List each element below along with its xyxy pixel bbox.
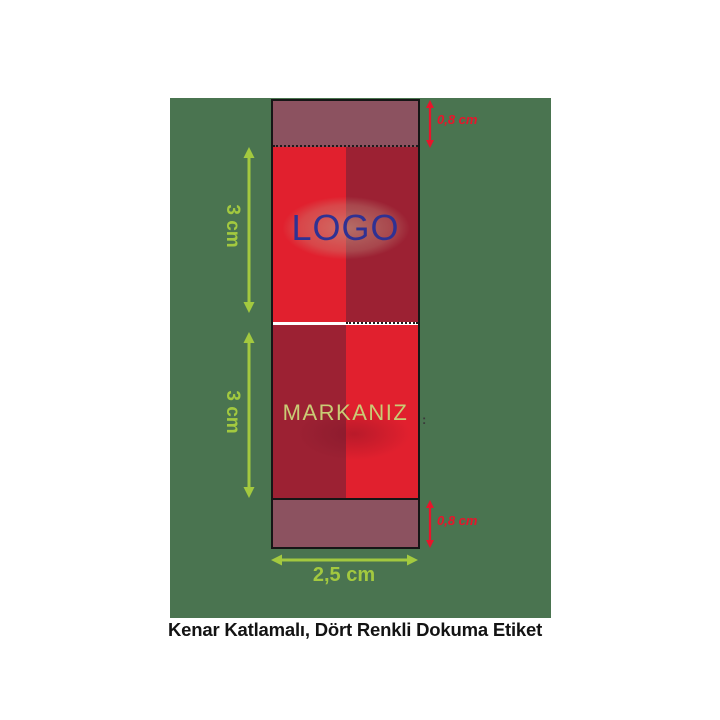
fold-stitch-line-top xyxy=(273,145,418,147)
stitch-mark: : xyxy=(422,412,427,427)
dim-label-top-section: 3 cm xyxy=(222,204,243,248)
label-back-face: MARKANIZ xyxy=(273,325,430,500)
dim-label-bottom-fold: 0,8 cm xyxy=(437,513,478,528)
label-top-fold xyxy=(273,101,418,147)
back-right-color-block xyxy=(345,325,418,500)
dim-label-width: 2,5 cm xyxy=(312,564,376,586)
arrow-top-fold-height xyxy=(426,100,434,148)
arrow-bottom-fold-height xyxy=(426,500,434,548)
label-bottom-fold xyxy=(273,500,418,547)
front-left-color-block xyxy=(273,147,346,322)
bottom-fold-line xyxy=(273,498,418,500)
middle-stitch-line xyxy=(345,322,418,324)
dim-label-bottom-section: 3 cm xyxy=(222,390,243,434)
arrow-label-width xyxy=(271,554,418,566)
diagram-caption: Kenar Katlamalı, Dört Renkli Dokuma Etik… xyxy=(168,619,543,640)
front-right-color-block xyxy=(345,147,418,322)
arrow-top-section-height xyxy=(243,147,255,313)
dim-label-top-fold: 0,8 cm xyxy=(437,112,478,127)
woven-label-preview: LOGO MARKANIZ xyxy=(260,99,431,549)
back-left-color-block xyxy=(273,325,346,500)
label-front-face: LOGO xyxy=(260,147,431,322)
arrow-bottom-section-height xyxy=(243,332,255,498)
